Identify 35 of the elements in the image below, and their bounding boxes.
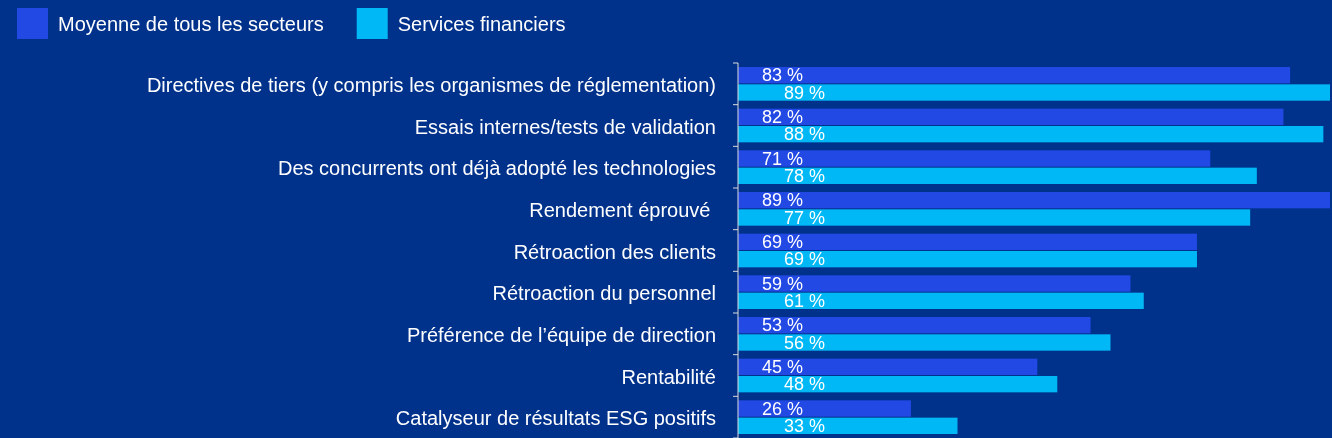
bar <box>738 376 1058 393</box>
data-label: 69 % <box>784 249 826 270</box>
bar <box>738 192 1330 209</box>
data-label: 82 % <box>762 106 804 127</box>
bar <box>738 84 1330 101</box>
bar <box>738 251 1197 268</box>
legend-label: Moyenne de tous les secteurs <box>58 13 324 35</box>
y-tick-label: Préférence de l’équipe de direction <box>406 323 716 346</box>
data-label: 69 % <box>762 231 804 252</box>
y-tick-label: Essais internes/tests de validation <box>414 115 716 138</box>
data-label: 48 % <box>784 374 826 395</box>
bar <box>738 275 1131 292</box>
bar <box>738 292 1144 309</box>
bar <box>738 150 1211 167</box>
y-tick-label: Rentabilité <box>621 365 716 388</box>
bar <box>738 334 1111 351</box>
y-tick-label: Catalyseur de résultats ESG positifs <box>395 407 716 430</box>
y-tick-label: Directives de tiers (y compris les organismes de réglementation) <box>146 73 716 96</box>
bar <box>738 400 911 417</box>
bar <box>738 417 958 434</box>
legend-label: Services financiers <box>397 13 566 35</box>
bar <box>738 108 1284 125</box>
data-label: 45 % <box>762 356 804 377</box>
bar <box>738 67 1291 84</box>
bar <box>738 317 1091 334</box>
bar <box>738 167 1257 184</box>
y-tick-label: Rétroaction des clients <box>513 240 716 263</box>
bar <box>738 358 1038 375</box>
bar <box>738 126 1324 143</box>
y-tick-label: Rendement éprouvé <box>529 198 716 221</box>
bar <box>738 233 1197 250</box>
bar <box>738 209 1251 226</box>
y-tick-label: Des concurrents ont déjà adopté les technologies <box>277 157 716 180</box>
y-tick-label: Rétroaction du personnel <box>492 282 716 305</box>
data-label: 88 % <box>784 124 826 145</box>
